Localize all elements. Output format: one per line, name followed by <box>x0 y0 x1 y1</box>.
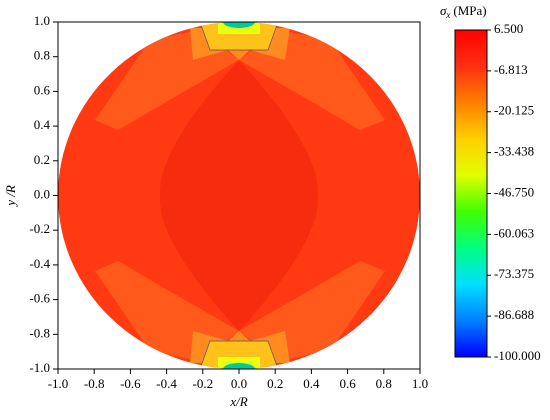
y-tick-label: 0.4 <box>34 117 51 132</box>
colorbar-tick-label: -33.438 <box>494 144 534 159</box>
x-axis-label: x/R <box>229 394 247 409</box>
y-tick-label: -0.4 <box>29 256 50 271</box>
field-zone <box>95 261 385 361</box>
y-tick-label: -0.2 <box>29 221 50 236</box>
colorbar-tick-label: 6.500 <box>494 21 523 36</box>
field-core <box>159 60 319 331</box>
x-tick-label: 0.6 <box>339 376 356 391</box>
field-zone <box>223 363 255 369</box>
colorbar-subscript: x <box>445 10 450 20</box>
colorbar-unit: (MPa) <box>453 3 486 18</box>
colorbar-symbol: σ <box>440 3 447 18</box>
x-tick-label: -1.0 <box>48 376 69 391</box>
field-zone <box>223 22 255 28</box>
colorbar <box>454 29 488 358</box>
y-tick-label: 1.0 <box>34 13 50 28</box>
x-tick-label: -0.6 <box>120 376 141 391</box>
y-tick-label: 0.0 <box>34 186 50 201</box>
x-tick-label: -0.2 <box>193 376 214 391</box>
y-tick-label: -0.6 <box>29 291 50 306</box>
colorbar-tick-label: -86.688 <box>494 307 534 322</box>
colorbar-tick-label: -60.063 <box>494 225 534 240</box>
y-tick-label: 0.2 <box>34 152 50 167</box>
x-tick-label: 1.0 <box>412 376 428 391</box>
y-axis-label: y /R <box>3 185 18 208</box>
field-zone <box>95 30 385 130</box>
colorbar-tick-label: -6.813 <box>494 62 528 77</box>
x-tick-label: 0.2 <box>267 376 283 391</box>
x-tick-label: -0.8 <box>84 376 105 391</box>
x-tick-label: -0.4 <box>156 376 177 391</box>
colorbar-tick-label: -100.000 <box>494 348 541 363</box>
colorbar-title: σx (MPa) <box>440 3 487 20</box>
colorbar-tick-label: -73.375 <box>494 266 534 281</box>
y-tick-label: -0.8 <box>29 325 50 340</box>
x-tick-label: 0.4 <box>303 376 320 391</box>
contour-field <box>58 22 420 369</box>
x-tick-label: 0.0 <box>231 376 247 391</box>
y-tick-label: 0.8 <box>34 48 50 63</box>
x-tick-label: 0.8 <box>376 376 392 391</box>
colorbar-tick-label: -46.750 <box>494 184 534 199</box>
y-tick-label: -1.0 <box>29 360 50 375</box>
colorbar-tick-label: -20.125 <box>494 103 534 118</box>
y-tick-label: 0.6 <box>34 82 51 97</box>
